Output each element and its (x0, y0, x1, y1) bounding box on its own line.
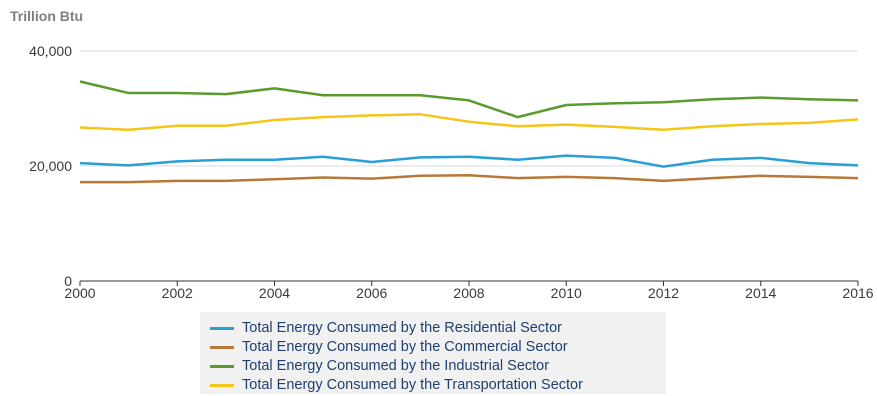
legend-item-transportation: Total Energy Consumed by the Transportat… (210, 376, 583, 394)
y-tick-label: 40,000 (29, 43, 72, 59)
line-chart: 0 20,000 40,000 2000 2002 2004 2006 2008 2010 201… (29, 43, 874, 301)
series-line-transportation (79, 113, 859, 132)
y-tick-label: 20,000 (29, 158, 72, 174)
legend-item-industrial: Total Energy Consumed by the Industrial … (210, 357, 549, 375)
legend-label-commercial: Total Energy Consumed by the Commercial … (242, 339, 568, 355)
x-tick-label: 2012 (648, 285, 679, 301)
x-tick-label: 2006 (356, 285, 387, 301)
y-axis-unit-label: Trillion Btu (10, 8, 84, 24)
x-tick-label: 2004 (259, 285, 290, 301)
y-tick-label: 0 (64, 273, 72, 289)
x-tick-label: 2008 (453, 285, 484, 301)
legend-item-commercial: Total Energy Consumed by the Commercial … (210, 338, 568, 356)
legend-item-residential: Total Energy Consumed by the Residential… (210, 319, 562, 337)
legend-swatch-transportation (210, 383, 234, 387)
legend-label-transportation: Total Energy Consumed by the Transportat… (242, 377, 583, 393)
legend-swatch-residential (210, 326, 234, 330)
legend-swatch-industrial (210, 364, 234, 368)
series-line-industrial (79, 80, 859, 119)
x-tick-label: 2016 (842, 285, 873, 301)
legend-swatch-commercial (210, 345, 234, 349)
series-line-residential (79, 154, 859, 168)
chart-legend: Total Energy Consumed by the Residential… (200, 312, 666, 394)
series-line-commercial (80, 173, 859, 184)
legend-label-residential: Total Energy Consumed by the Residential… (242, 320, 562, 336)
legend-label-industrial: Total Energy Consumed by the Industrial … (242, 358, 550, 374)
x-tick-label: 2000 (64, 285, 95, 301)
x-tick-label: 2002 (162, 285, 193, 301)
x-tick-label: 2014 (745, 285, 776, 301)
x-tick-label: 2010 (551, 285, 582, 301)
